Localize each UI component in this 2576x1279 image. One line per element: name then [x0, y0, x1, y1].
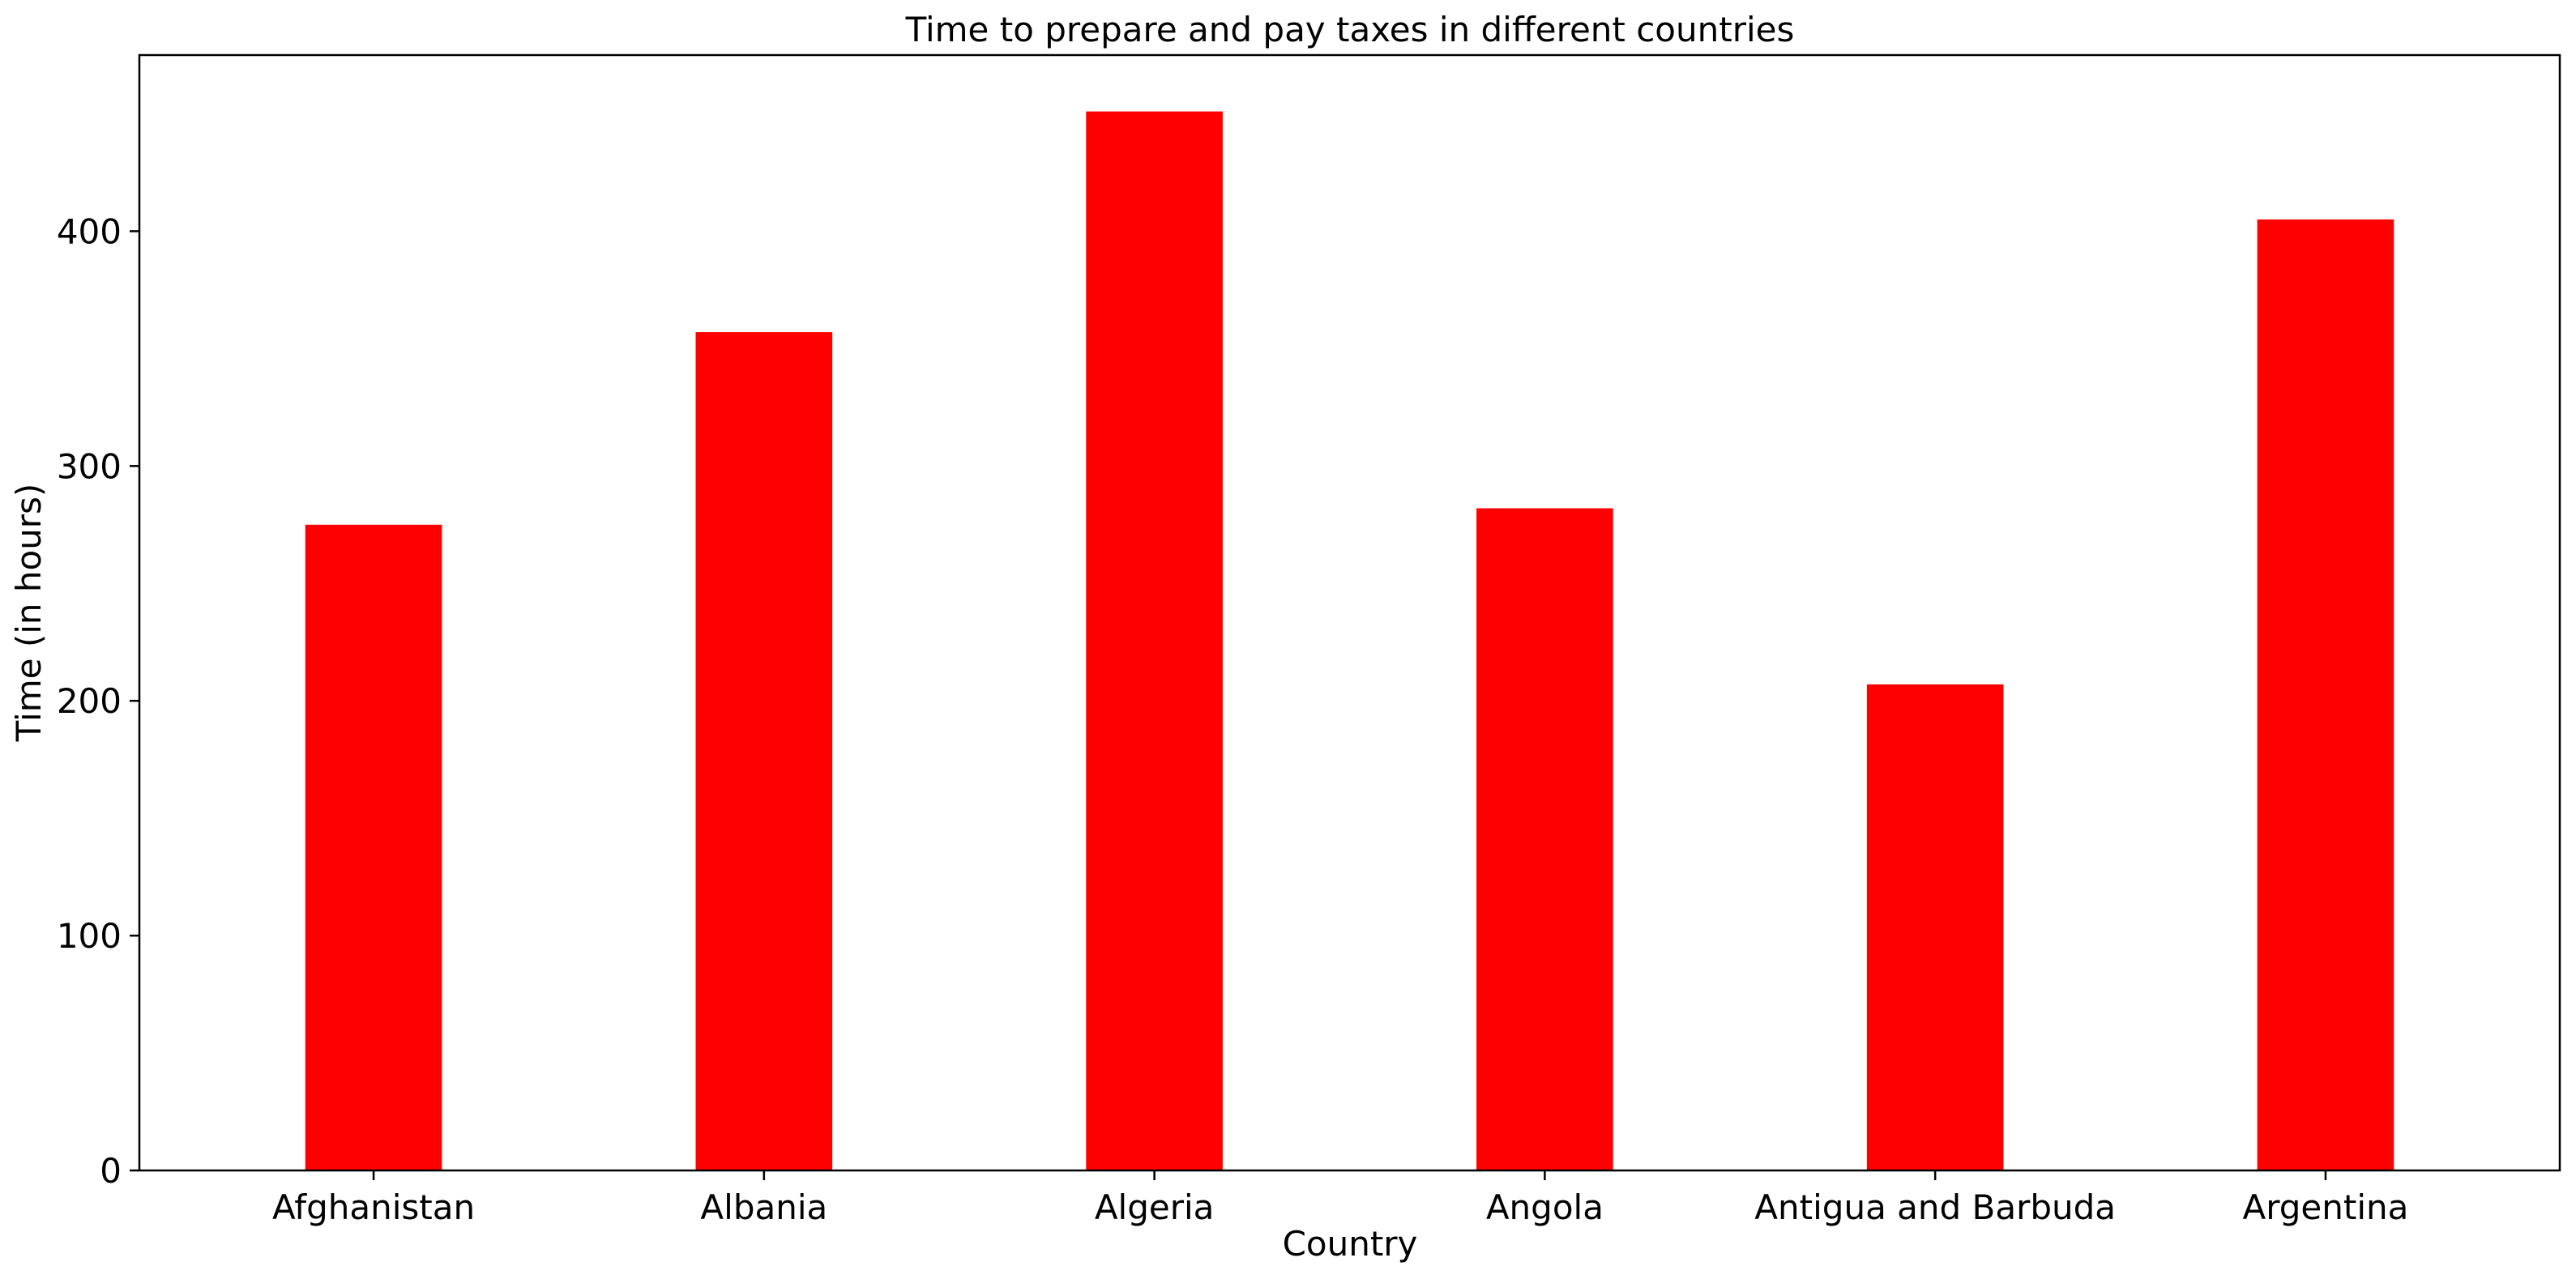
x-tick-label: Argentina — [2242, 1187, 2408, 1227]
bar-afghanistan — [305, 524, 442, 1170]
y-axis-ticks: 0 100 200 300 400 — [57, 211, 139, 1191]
bar-albania — [695, 332, 833, 1170]
x-tick-label: Afghanistan — [272, 1187, 475, 1227]
x-tick-label: Angola — [1486, 1187, 1604, 1227]
chart-title: Time to prepare and pay taxes in differe… — [905, 10, 1795, 49]
y-tick-label: 400 — [57, 211, 122, 251]
bar-argentina — [2257, 219, 2394, 1171]
y-tick-label: 200 — [57, 681, 122, 721]
x-tick-label: Antigua and Barbuda — [1754, 1187, 2116, 1227]
y-axis-label: Time (in hours) — [9, 484, 49, 743]
plot-area-frame — [138, 53, 2561, 1172]
bar-algeria — [1086, 111, 1223, 1171]
bars-group — [305, 111, 2394, 1171]
x-tick-label: Algeria — [1095, 1187, 1215, 1227]
bar-angola — [1476, 508, 1613, 1170]
bar-antigua-and-barbuda — [1866, 684, 2004, 1170]
x-axis-label: Country — [1283, 1224, 1418, 1264]
x-tick-label: Albania — [700, 1187, 827, 1227]
y-tick-label: 100 — [57, 916, 122, 956]
y-tick-label: 0 — [100, 1151, 122, 1191]
y-tick-label: 300 — [57, 446, 122, 486]
x-axis-ticks: Afghanistan Albania Algeria Angola Antigua a… — [272, 1170, 2408, 1227]
